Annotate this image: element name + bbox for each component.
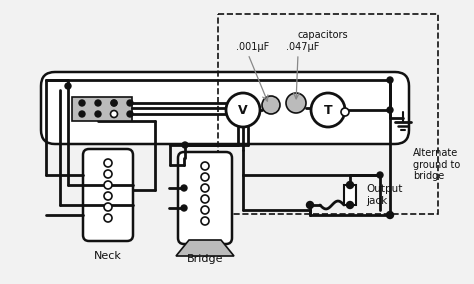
Polygon shape bbox=[176, 240, 234, 256]
Circle shape bbox=[262, 96, 280, 114]
Circle shape bbox=[201, 162, 209, 170]
FancyBboxPatch shape bbox=[41, 72, 409, 144]
Circle shape bbox=[104, 181, 112, 189]
Bar bbox=[344, 185, 356, 205]
Circle shape bbox=[341, 108, 349, 116]
Text: capacitors: capacitors bbox=[298, 30, 348, 40]
Circle shape bbox=[79, 111, 85, 117]
Circle shape bbox=[286, 93, 306, 113]
Circle shape bbox=[386, 212, 393, 218]
Circle shape bbox=[181, 205, 187, 211]
Text: Neck: Neck bbox=[94, 251, 122, 261]
Circle shape bbox=[201, 217, 209, 225]
Text: V: V bbox=[238, 103, 248, 116]
Circle shape bbox=[110, 110, 118, 118]
Text: .047μF: .047μF bbox=[286, 42, 319, 52]
Circle shape bbox=[311, 93, 345, 127]
Circle shape bbox=[127, 100, 133, 106]
Text: .001μF: .001μF bbox=[237, 42, 270, 52]
Circle shape bbox=[346, 202, 354, 208]
Circle shape bbox=[182, 142, 188, 148]
Circle shape bbox=[104, 170, 112, 178]
Circle shape bbox=[201, 173, 209, 181]
Circle shape bbox=[377, 172, 383, 178]
Bar bbox=[218, 14, 438, 214]
Circle shape bbox=[201, 184, 209, 192]
Text: Bridge: Bridge bbox=[187, 254, 223, 264]
Circle shape bbox=[104, 192, 112, 200]
Text: Output
jack: Output jack bbox=[366, 184, 402, 206]
Circle shape bbox=[95, 111, 101, 117]
Circle shape bbox=[346, 181, 354, 189]
Circle shape bbox=[104, 203, 112, 211]
Circle shape bbox=[104, 159, 112, 167]
Circle shape bbox=[111, 100, 117, 106]
Bar bbox=[72, 97, 132, 121]
Circle shape bbox=[181, 185, 187, 191]
Circle shape bbox=[201, 195, 209, 203]
Circle shape bbox=[111, 100, 117, 106]
Circle shape bbox=[387, 77, 393, 83]
Circle shape bbox=[307, 202, 313, 208]
Text: Alternate
ground to
bridge: Alternate ground to bridge bbox=[413, 148, 460, 181]
Circle shape bbox=[79, 100, 85, 106]
Circle shape bbox=[95, 100, 101, 106]
FancyBboxPatch shape bbox=[178, 152, 232, 244]
Text: T: T bbox=[324, 103, 332, 116]
Circle shape bbox=[127, 111, 133, 117]
FancyBboxPatch shape bbox=[83, 149, 133, 241]
Circle shape bbox=[201, 206, 209, 214]
Circle shape bbox=[387, 107, 393, 113]
Circle shape bbox=[226, 93, 260, 127]
Circle shape bbox=[104, 214, 112, 222]
Circle shape bbox=[65, 83, 71, 89]
